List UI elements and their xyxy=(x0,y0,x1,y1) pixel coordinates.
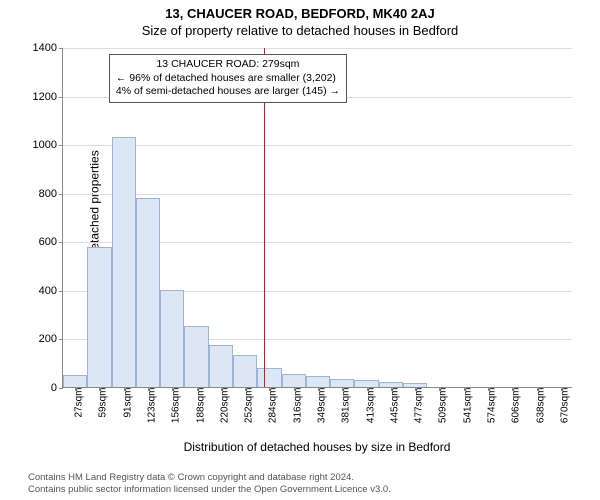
y-tick-label: 1400 xyxy=(17,42,57,54)
x-tick-label: 188sqm xyxy=(195,388,206,424)
x-tick-label: 27sqm xyxy=(74,388,85,418)
y-tick-label: 0 xyxy=(17,382,57,394)
histogram-bar xyxy=(233,355,257,387)
histogram-bar xyxy=(87,247,111,387)
histogram-bar xyxy=(160,290,184,387)
plot-area: 020040060080010001200140027sqm59sqm91sqm… xyxy=(62,48,572,388)
y-tick-label: 400 xyxy=(17,285,57,297)
x-tick-label: 349sqm xyxy=(317,388,328,424)
x-tick-label: 445sqm xyxy=(389,388,400,424)
x-tick-label: 638sqm xyxy=(535,388,546,424)
x-tick-label: 574sqm xyxy=(487,388,498,424)
annotation-title: 13 CHAUCER ROAD: 279sqm xyxy=(116,58,340,72)
gridline xyxy=(63,194,572,195)
x-tick-label: 670sqm xyxy=(559,388,570,424)
footer-attribution: Contains HM Land Registry data © Crown c… xyxy=(28,472,391,496)
x-axis-label: Distribution of detached houses by size … xyxy=(62,440,572,454)
y-tick-label: 800 xyxy=(17,188,57,200)
histogram-bar xyxy=(209,345,233,388)
footer-line-2: Contains public sector information licen… xyxy=(28,484,391,496)
x-tick-label: 541sqm xyxy=(462,388,473,424)
histogram-bar xyxy=(112,137,136,387)
y-tick-label: 1200 xyxy=(17,91,57,103)
y-tick-label: 1000 xyxy=(17,139,57,151)
y-tick-mark xyxy=(59,97,63,98)
histogram-bar xyxy=(63,375,87,387)
annotation-box: 13 CHAUCER ROAD: 279sqm ← 96% of detache… xyxy=(109,54,347,103)
x-tick-label: 381sqm xyxy=(341,388,352,424)
page-title-desc: Size of property relative to detached ho… xyxy=(0,21,600,38)
gridline xyxy=(63,48,572,49)
y-tick-mark xyxy=(59,48,63,49)
histogram-bar xyxy=(282,374,306,387)
gridline xyxy=(63,145,572,146)
histogram-bar xyxy=(330,379,354,388)
x-tick-label: 606sqm xyxy=(511,388,522,424)
x-tick-label: 509sqm xyxy=(438,388,449,424)
annotation-right: 4% of semi-detached houses are larger (1… xyxy=(116,85,340,99)
y-tick-mark xyxy=(59,145,63,146)
x-tick-label: 91sqm xyxy=(122,388,133,418)
y-tick-label: 600 xyxy=(17,236,57,248)
x-tick-label: 220sqm xyxy=(219,388,230,424)
y-tick-mark xyxy=(59,291,63,292)
y-tick-mark xyxy=(59,339,63,340)
x-tick-label: 59sqm xyxy=(98,388,109,418)
page-title-address: 13, CHAUCER ROAD, BEDFORD, MK40 2AJ xyxy=(0,0,600,21)
histogram-bar xyxy=(306,376,330,387)
y-tick-mark xyxy=(59,388,63,389)
histogram-bar xyxy=(257,368,281,387)
histogram-bar xyxy=(136,198,160,387)
histogram-bar xyxy=(184,326,208,387)
x-tick-label: 316sqm xyxy=(292,388,303,424)
x-tick-label: 156sqm xyxy=(171,388,182,424)
x-tick-label: 477sqm xyxy=(414,388,425,424)
y-tick-mark xyxy=(59,242,63,243)
x-tick-label: 413sqm xyxy=(365,388,376,424)
x-tick-label: 284sqm xyxy=(268,388,279,424)
y-tick-mark xyxy=(59,194,63,195)
x-tick-label: 252sqm xyxy=(244,388,255,424)
x-tick-label: 123sqm xyxy=(147,388,158,424)
footer-line-1: Contains HM Land Registry data © Crown c… xyxy=(28,472,391,484)
y-tick-label: 200 xyxy=(17,333,57,345)
annotation-left: ← 96% of detached houses are smaller (3,… xyxy=(116,72,340,86)
chart-container: Number of detached properties 0200400600… xyxy=(62,48,572,418)
histogram-bar xyxy=(354,380,378,387)
